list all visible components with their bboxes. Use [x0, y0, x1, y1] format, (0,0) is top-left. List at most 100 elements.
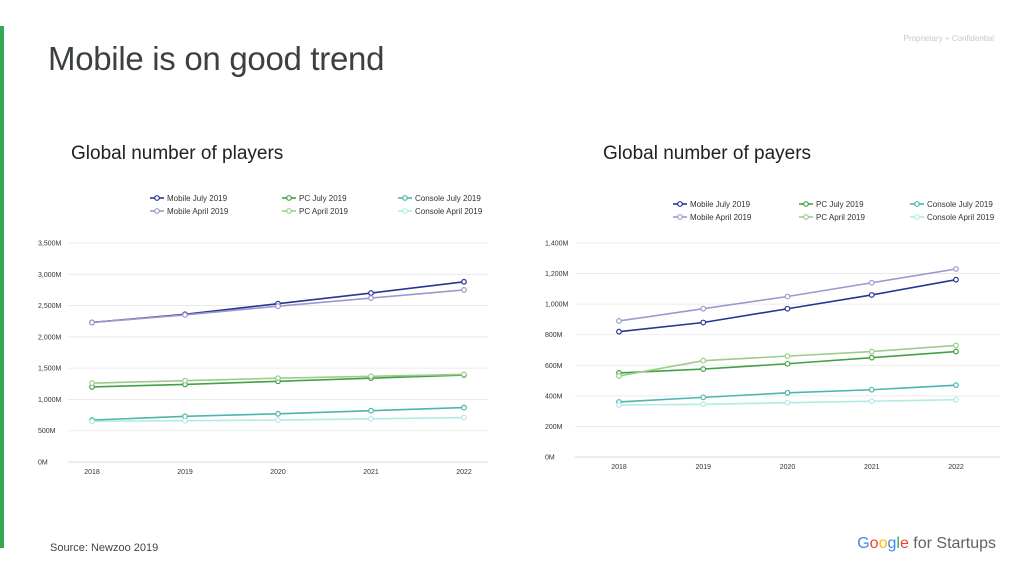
y-tick-label: 1,500M — [38, 366, 62, 373]
data-point — [784, 305, 791, 312]
x-tick-label: 2020 — [270, 469, 286, 476]
data-point — [275, 375, 281, 382]
chart-title-payers: Global number of payers — [603, 143, 812, 164]
y-tick-label: 1,400M — [545, 241, 569, 248]
y-tick-label: 2,000M — [38, 334, 62, 341]
payers-chart: 0M 200M 400M 600M 800M 1,000M 1,200M 1,400M 2018… — [545, 200, 1000, 471]
x-tick-label: 2021 — [363, 469, 379, 476]
y-tick-label: 0M — [545, 455, 555, 462]
data-point — [700, 366, 707, 373]
legend-label: Console April 2019 — [415, 207, 483, 216]
data-point — [461, 278, 467, 285]
y-tick-label: 0M — [38, 460, 48, 467]
y-tick-label: 600M — [545, 363, 563, 370]
data-point — [953, 266, 959, 272]
x-tick-label: 2022 — [948, 464, 964, 471]
y-tick-label: 3,000M — [38, 272, 62, 279]
legend-marker — [286, 208, 292, 214]
y-tick-label: 1,000M — [545, 302, 569, 309]
data-point — [368, 373, 374, 380]
legend-label: Console July 2019 — [415, 194, 481, 203]
data-point — [953, 382, 959, 389]
data-point — [868, 279, 875, 286]
data-point — [868, 398, 875, 405]
chart-title-players: Global number of players — [71, 143, 284, 164]
data-point — [784, 389, 791, 396]
x-tick-label: 2019 — [695, 464, 711, 471]
data-point — [700, 394, 707, 401]
data-point — [461, 414, 467, 421]
data-point — [784, 293, 791, 300]
legend-label: Mobile July 2019 — [167, 194, 228, 203]
data-point — [368, 407, 374, 414]
series-line — [618, 278, 957, 333]
legend-marker — [803, 214, 809, 220]
data-point — [89, 380, 95, 387]
data-point — [700, 357, 707, 364]
x-tick-label: 2022 — [456, 469, 472, 476]
data-point — [461, 371, 467, 378]
data-point — [953, 396, 959, 403]
data-point — [461, 287, 467, 293]
legend-marker — [914, 214, 920, 220]
data-point — [275, 417, 281, 423]
legend-label: Mobile April 2019 — [167, 207, 229, 216]
legend-label: PC April 2019 — [299, 207, 348, 216]
legend-marker — [803, 201, 809, 207]
y-tick-label: 3,500M — [38, 241, 62, 248]
data-point — [700, 319, 707, 326]
legend-label: Console July 2019 — [927, 200, 993, 209]
legend-marker — [914, 201, 920, 207]
data-point — [953, 342, 959, 349]
legend-label: PC July 2019 — [816, 200, 864, 209]
data-point — [868, 292, 875, 298]
google-for-startups-logo: Google for Startups — [857, 535, 996, 552]
y-tick-label: 800M — [545, 332, 563, 339]
data-point — [868, 386, 875, 393]
data-point — [275, 410, 281, 417]
data-point — [182, 417, 188, 424]
legend-marker — [677, 214, 683, 220]
players-chart: 0M 500M 1,000M 1,500M 2,000M 2,500M 3,000M 3,50… — [38, 194, 488, 476]
x-tick-label: 2020 — [780, 464, 796, 471]
data-point — [953, 348, 959, 355]
y-tick-label: 1,000M — [38, 397, 62, 404]
y-tick-label: 2,500M — [38, 303, 62, 310]
y-tick-label: 500M — [38, 428, 56, 435]
x-tick-label: 2021 — [864, 464, 880, 471]
data-point — [616, 328, 622, 335]
data-point — [784, 399, 791, 406]
data-point — [461, 404, 467, 411]
data-point — [182, 312, 188, 318]
data-point — [700, 401, 707, 408]
slide-title: Mobile is on good trend — [48, 40, 385, 77]
legend-marker — [402, 195, 408, 201]
data-point — [182, 377, 188, 384]
confidential-label: Proprietary + Confidential — [903, 34, 995, 43]
data-point — [784, 360, 791, 367]
legend-label: PC April 2019 — [816, 213, 865, 222]
legend-marker — [677, 201, 683, 207]
data-point — [953, 276, 959, 283]
legend-label: Console April 2019 — [927, 213, 995, 222]
data-point — [868, 354, 875, 361]
data-point — [616, 318, 622, 324]
data-point — [616, 373, 622, 379]
x-tick-label: 2018 — [84, 469, 100, 476]
data-point — [784, 353, 791, 360]
data-point — [89, 319, 95, 326]
data-point — [89, 418, 95, 425]
accent-bar — [0, 26, 4, 548]
y-tick-label: 1,200M — [545, 271, 569, 278]
x-tick-label: 2018 — [611, 464, 627, 471]
legend-label: PC July 2019 — [299, 194, 347, 203]
legend-marker — [286, 195, 292, 201]
data-point — [368, 295, 374, 301]
legend-marker — [154, 208, 160, 214]
data-point — [275, 303, 281, 310]
y-tick-label: 400M — [545, 393, 563, 400]
data-point — [700, 305, 707, 312]
data-point — [868, 348, 875, 355]
legend-marker — [402, 208, 408, 214]
data-point — [368, 415, 374, 422]
